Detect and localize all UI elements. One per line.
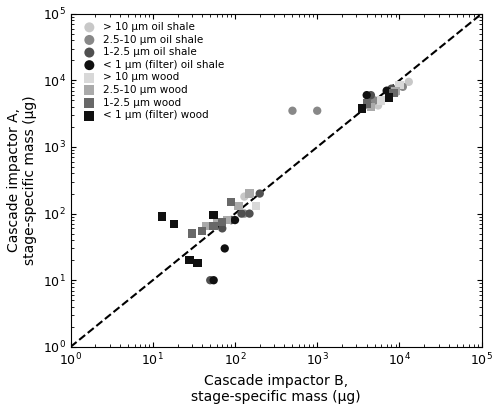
1-2.5 μm wood — [188, 231, 196, 237]
1-2.5 μm oil shale — [218, 225, 226, 232]
> 10 μm oil shale — [392, 90, 400, 96]
2.5-10 μm wood — [234, 203, 242, 209]
< 1 μm (filter) wood — [158, 213, 166, 220]
2.5-10 μm wood — [202, 223, 210, 229]
1-2.5 μm wood — [362, 100, 370, 107]
< 1 μm (filter) oil shale — [231, 217, 239, 223]
X-axis label: Cascade impactor B,
stage-specific mass (μg): Cascade impactor B, stage-specific mass … — [192, 374, 361, 404]
2.5-10 μm wood — [392, 88, 400, 94]
1-2.5 μm wood — [390, 90, 398, 96]
> 10 μm wood — [396, 82, 404, 88]
> 10 μm wood — [377, 97, 385, 104]
< 1 μm (filter) wood — [210, 212, 218, 218]
1-2.5 μm wood — [218, 219, 226, 225]
1-2.5 μm oil shale — [246, 210, 254, 217]
2.5-10 μm oil shale — [227, 217, 235, 223]
2.5-10 μm wood — [223, 217, 231, 223]
> 10 μm wood — [252, 203, 260, 209]
1-2.5 μm oil shale — [388, 85, 396, 92]
< 1 μm (filter) wood — [170, 221, 178, 227]
2.5-10 μm oil shale — [288, 107, 296, 114]
2.5-10 μm oil shale — [388, 88, 396, 94]
2.5-10 μm oil shale — [399, 83, 407, 90]
< 1 μm (filter) wood — [358, 105, 366, 112]
1-2.5 μm oil shale — [367, 92, 375, 98]
> 10 μm oil shale — [240, 193, 248, 200]
1-2.5 μm wood — [210, 223, 218, 229]
1-2.5 μm wood — [198, 228, 206, 234]
< 1 μm (filter) wood — [194, 260, 202, 266]
2.5-10 μm oil shale — [240, 210, 248, 217]
< 1 μm (filter) wood — [385, 95, 393, 101]
2.5-10 μm oil shale — [313, 107, 321, 114]
> 10 μm oil shale — [374, 102, 382, 109]
1-2.5 μm wood — [227, 199, 235, 205]
1-2.5 μm oil shale — [256, 190, 264, 197]
1-2.5 μm oil shale — [206, 277, 214, 284]
< 1 μm (filter) oil shale — [362, 92, 370, 98]
Y-axis label: Cascade impactor A,
stage-specific mass (μg): Cascade impactor A, stage-specific mass … — [7, 95, 37, 265]
< 1 μm (filter) oil shale — [382, 88, 390, 94]
2.5-10 μm oil shale — [370, 97, 378, 104]
1-2.5 μm oil shale — [238, 210, 246, 217]
< 1 μm (filter) oil shale — [220, 245, 228, 252]
Legend: > 10 μm oil shale, 2.5-10 μm oil shale, 1-2.5 μm oil shale, < 1 μm (filter) oil : > 10 μm oil shale, 2.5-10 μm oil shale, … — [76, 19, 228, 123]
2.5-10 μm wood — [213, 219, 221, 225]
2.5-10 μm wood — [367, 104, 375, 110]
< 1 μm (filter) wood — [186, 257, 194, 263]
1-2.5 μm oil shale — [227, 217, 235, 223]
< 1 μm (filter) oil shale — [210, 277, 218, 284]
2.5-10 μm wood — [246, 190, 254, 197]
> 10 μm oil shale — [405, 79, 413, 85]
